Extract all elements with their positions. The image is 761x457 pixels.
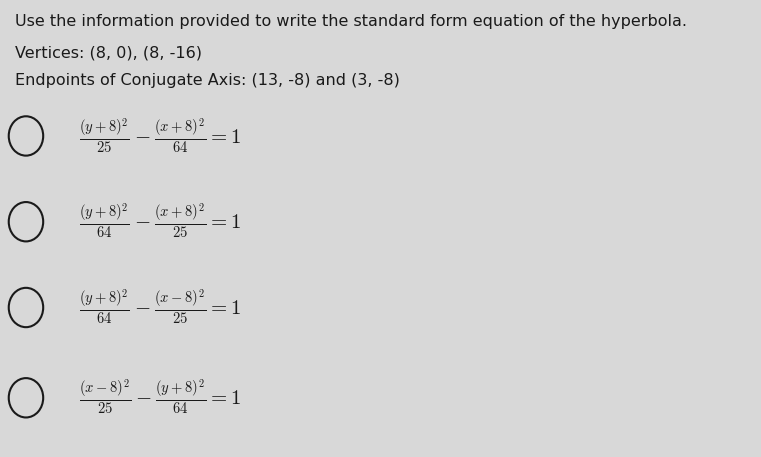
Text: Endpoints of Conjugate Axis: (13, -8) and (3, -8): Endpoints of Conjugate Axis: (13, -8) an…	[14, 73, 400, 88]
Text: Use the information provided to write the standard form equation of the hyperbol: Use the information provided to write th…	[14, 14, 686, 29]
Text: $\frac{(y+8)^2}{64} - \frac{(x-8)^2}{25} = 1$: $\frac{(y+8)^2}{64} - \frac{(x-8)^2}{25}…	[79, 288, 241, 327]
Text: $\frac{(y+8)^2}{64} - \frac{(x+8)^2}{25} = 1$: $\frac{(y+8)^2}{64} - \frac{(x+8)^2}{25}…	[79, 202, 241, 241]
Text: $\frac{(x-8)^2}{25} - \frac{(y+8)^2}{64} = 1$: $\frac{(x-8)^2}{25} - \frac{(y+8)^2}{64}…	[79, 378, 241, 417]
Text: $\frac{(y+8)^2}{25} - \frac{(x+8)^2}{64} = 1$: $\frac{(y+8)^2}{25} - \frac{(x+8)^2}{64}…	[79, 117, 241, 155]
Text: Vertices: (8, 0), (8, -16): Vertices: (8, 0), (8, -16)	[14, 46, 202, 61]
